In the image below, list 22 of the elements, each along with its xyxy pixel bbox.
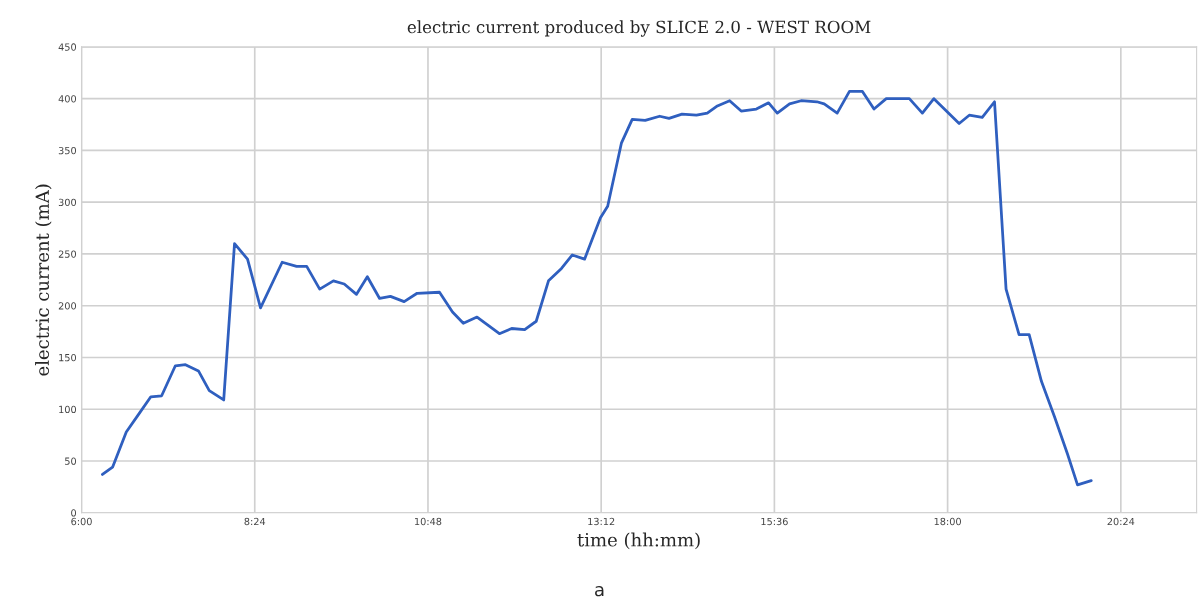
y-tick-label: 350 [58, 146, 77, 155]
y-tick-label: 400 [58, 95, 77, 103]
chart-title: electric current produced by SLICE 2.0 - WEST ROOM [407, 20, 871, 37]
x-tick-label: 13:12 [588, 517, 615, 526]
x-tick-label: 15:36 [761, 517, 788, 526]
y-axis-title: electric current (mA) [35, 184, 52, 376]
y-tick-label: 300 [58, 198, 77, 207]
x-tick-label: 10:48 [415, 517, 442, 526]
y-tick-label: 0 [71, 509, 77, 517]
x-tick-label: 8:24 [244, 517, 266, 526]
y-tick-label: 200 [58, 302, 77, 310]
x-tick-label: 20:24 [1107, 517, 1135, 526]
line-series [101, 90, 1093, 487]
y-tick-label: 150 [59, 353, 77, 362]
y-tick-label: 450 [58, 43, 77, 51]
x-axis-title: time (hh:mm) [577, 532, 700, 550]
y-tick-label: 50 [65, 457, 77, 465]
text: a [595, 586, 604, 597]
y-tick-label: 250 [58, 250, 77, 258]
x-tick-label: 6:00 [71, 517, 92, 526]
x-tick-label: 18:00 [934, 517, 961, 526]
y-tick-label: 100 [59, 405, 77, 414]
